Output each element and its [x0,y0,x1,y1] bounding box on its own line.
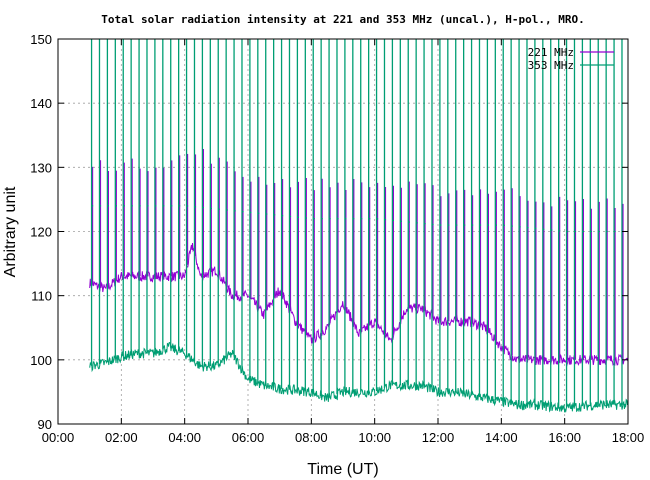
x-tick-label: 16:00 [548,430,581,445]
y-tick-label: 110 [31,289,52,304]
y-tick-label: 100 [30,353,52,368]
x-tick-label: 10:00 [358,430,391,445]
x-tick-label: 14:00 [485,430,518,445]
x-axis-label: Time (UT) [307,461,378,478]
x-tick-label: 02:00 [105,430,138,445]
series-221 [89,148,629,367]
legend-label-221: 221 MHz [528,46,574,59]
y-axis-label: Arbitrary unit [2,186,19,277]
x-tick-label: 04:00 [168,430,201,445]
series-line [89,242,629,367]
y-tick-label: 120 [30,225,52,240]
x-tick-label: 08:00 [295,430,328,445]
y-tick-label: 140 [30,96,52,111]
legend-label-353: 353 MHz [528,59,574,72]
x-tick-label: 18:00 [612,430,645,445]
y-tick-label: 90 [38,417,52,432]
y-tick-label: 130 [30,160,52,175]
series-353 [89,39,629,413]
x-tick-label: 06:00 [232,430,265,445]
series-line [89,341,629,413]
x-tick-label: 12:00 [422,430,455,445]
x-tick-label: 00:00 [42,430,75,445]
x-axis-ticks: 00:00 02:00 04:00 06:00 08:00 10:00 12:00 14:00… [42,39,645,445]
chart-title: Total solar radiation intensity at 221 a… [101,13,584,26]
series-layer [89,39,629,413]
y-axis-ticks: 90 100 110 120 130 140 150 [30,32,628,432]
y-tick-label: 150 [30,32,52,47]
